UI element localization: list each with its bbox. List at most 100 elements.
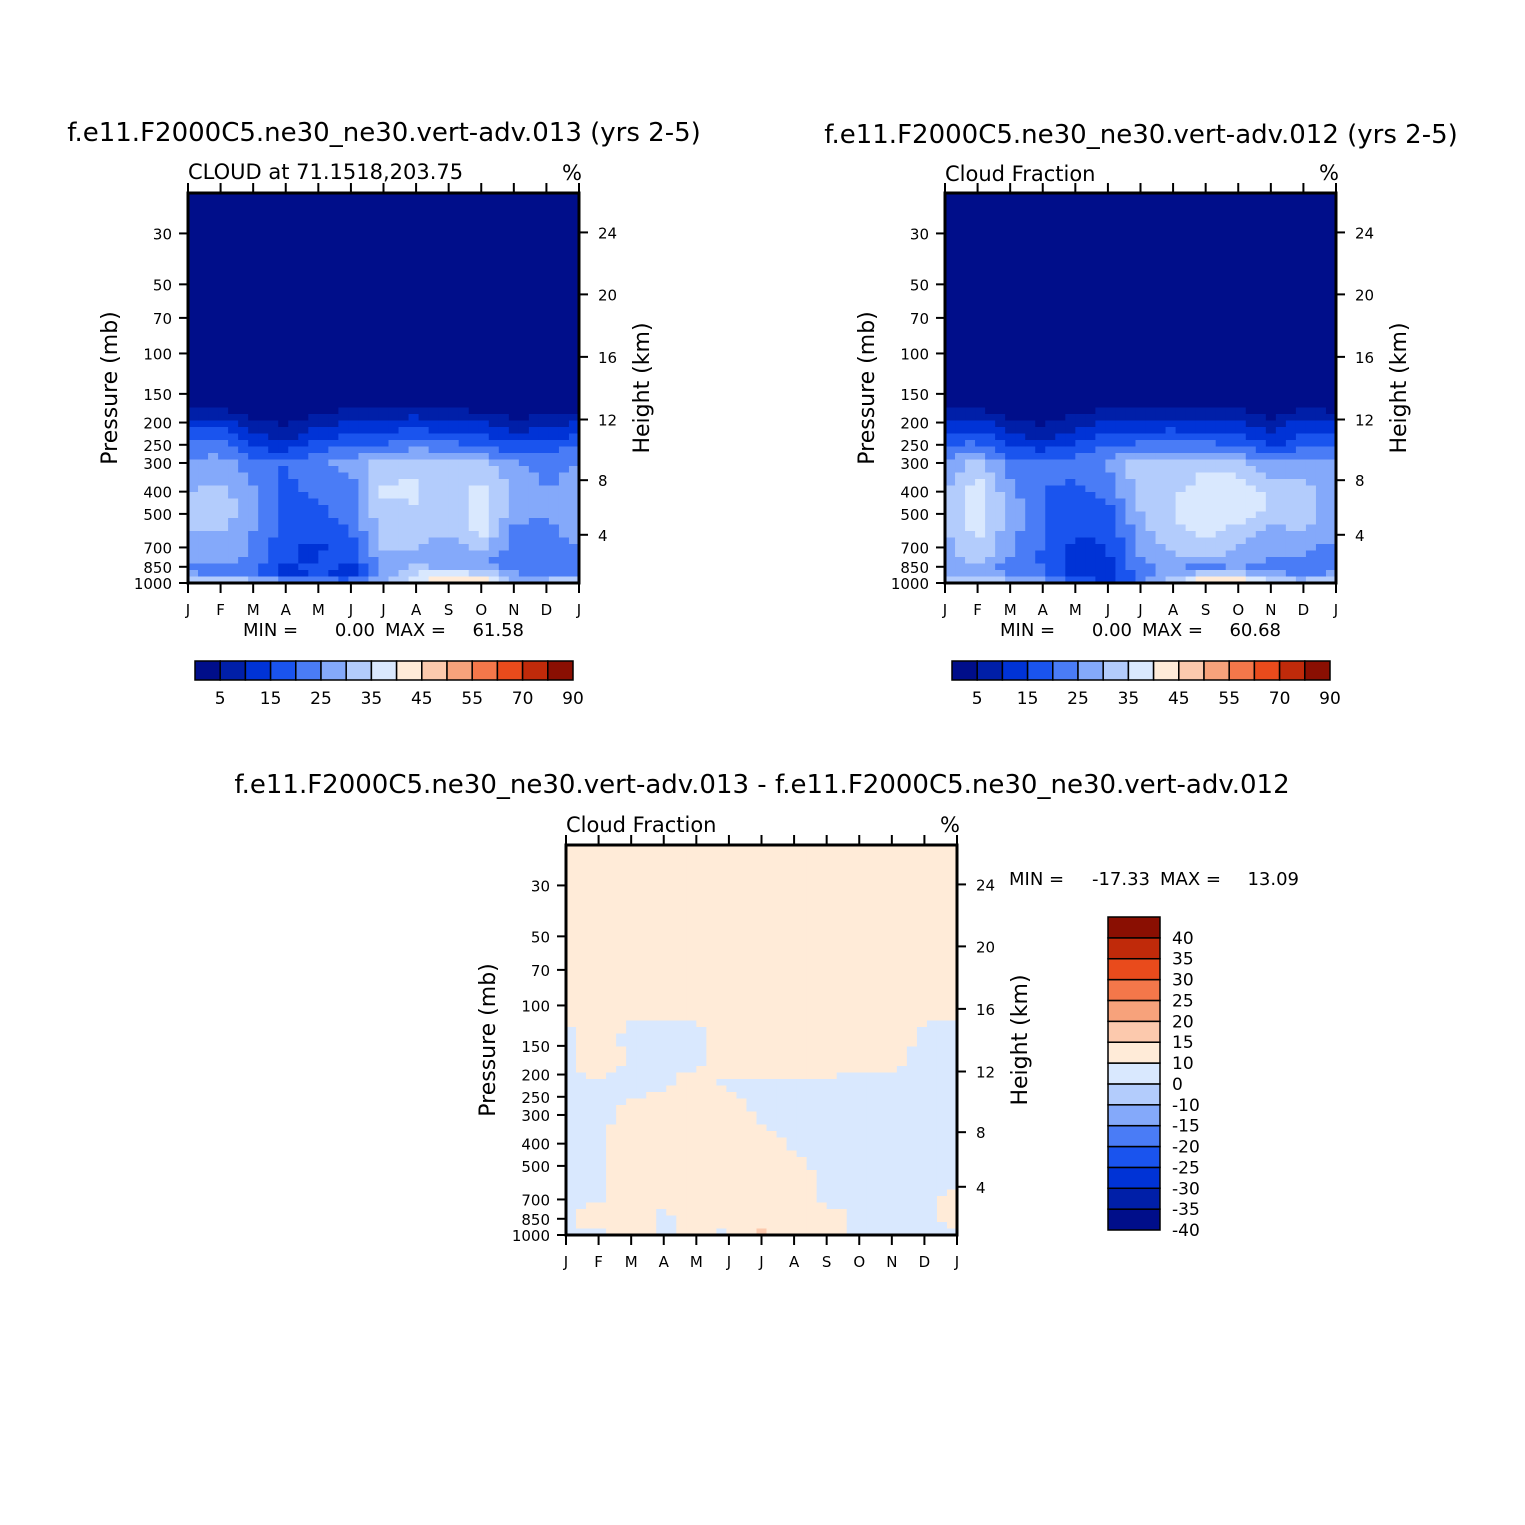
contour-cell	[1015, 453, 1026, 461]
contour-cell	[1135, 570, 1147, 578]
pressure-tick-label: 700	[143, 539, 172, 557]
contour-cell	[955, 297, 966, 305]
contour-cell	[308, 232, 319, 240]
contour-cell	[208, 563, 219, 571]
contour-cell	[258, 368, 269, 376]
contour-cell	[368, 472, 380, 480]
contour-cell	[1245, 557, 1257, 565]
contour-cell	[1255, 511, 1267, 519]
contour-cell	[428, 576, 440, 583]
contour-cell	[1095, 459, 1107, 467]
contour-cell	[1025, 329, 1036, 337]
contour-cell	[328, 349, 339, 357]
contour-cell	[358, 570, 370, 578]
contour-cell	[268, 375, 279, 383]
contour-cell	[1155, 557, 1167, 565]
contour-cell	[478, 290, 490, 298]
contour-cell	[1095, 284, 1107, 292]
contour-cell	[358, 492, 370, 500]
contour-cell	[606, 858, 617, 866]
contour-cell	[1245, 251, 1257, 259]
contour-cell	[258, 401, 269, 409]
contour-cell	[1305, 466, 1317, 474]
contour-cell	[218, 375, 229, 383]
contour-cell	[1145, 303, 1157, 311]
contour-cell	[518, 355, 530, 363]
contour-cell	[288, 420, 299, 428]
contour-cell	[238, 297, 249, 305]
contour-cell	[1135, 394, 1147, 402]
contour-cell	[965, 323, 976, 331]
contour-cell	[298, 570, 309, 578]
contour-cell	[985, 368, 996, 376]
contour-cell	[1225, 401, 1237, 409]
contour-cell	[1195, 544, 1207, 552]
contour-cell	[955, 336, 966, 344]
contour-cell	[975, 232, 986, 240]
panel-2-axes: 3050701001502002503004005007008501000242…	[891, 183, 1374, 619]
contour-cell	[508, 544, 520, 552]
contour-cell	[528, 440, 540, 448]
contour-cell	[1175, 518, 1187, 526]
contour-cell	[1205, 531, 1217, 539]
contour-cell	[1305, 563, 1317, 571]
contour-cell	[208, 427, 219, 435]
height-tick-label: 8	[1355, 472, 1365, 490]
contour-cell	[228, 427, 239, 435]
contour-cell	[1315, 557, 1327, 565]
contour-cell	[1325, 407, 1336, 415]
contour-cell	[1285, 271, 1297, 279]
contour-cell	[1325, 459, 1336, 467]
contour-cell	[1065, 511, 1076, 519]
contour-cell	[528, 297, 540, 305]
contour-cell	[388, 381, 400, 389]
contour-cell	[1315, 446, 1327, 454]
contour-cell	[518, 531, 530, 539]
contour-cell	[308, 225, 319, 233]
contour-cell	[358, 563, 370, 571]
contour-cell	[1185, 407, 1197, 415]
contour-cell	[1125, 375, 1137, 383]
contour-cell	[1285, 355, 1297, 363]
contour-cell	[1325, 284, 1336, 292]
contour-cell	[358, 427, 370, 435]
contour-cell	[1235, 511, 1247, 519]
contour-cell	[498, 518, 510, 526]
contour-cell	[1215, 238, 1227, 246]
contour-cell	[448, 414, 460, 422]
contour-cell	[1065, 225, 1076, 233]
contour-cell	[1015, 550, 1026, 558]
contour-cell	[358, 518, 370, 526]
contour-cell	[1265, 238, 1277, 246]
contour-cell	[995, 479, 1006, 487]
contour-cell	[428, 394, 440, 402]
contour-cell	[278, 505, 289, 513]
contour-cell	[926, 851, 938, 859]
contour-cell	[706, 851, 717, 859]
contour-cell	[1175, 290, 1187, 298]
contour-cell	[538, 485, 550, 493]
contour-cell	[1015, 310, 1026, 318]
contour-cell	[218, 505, 229, 513]
contour-cell	[1115, 323, 1127, 331]
height-tick-label: 8	[598, 472, 608, 490]
contour-cell	[388, 511, 400, 519]
contour-cell	[1175, 576, 1187, 583]
contour-cell	[408, 485, 420, 493]
contour-cell	[398, 466, 410, 474]
contour-cell	[238, 557, 249, 565]
contour-cell	[955, 284, 966, 292]
contour-cell	[248, 368, 259, 376]
contour-cell	[955, 375, 966, 383]
contour-cell	[278, 225, 289, 233]
contour-cell	[1015, 511, 1026, 519]
contour-cell	[278, 511, 289, 519]
contour-cell	[478, 225, 490, 233]
contour-cell	[558, 316, 570, 324]
contour-cell	[288, 277, 299, 285]
contour-cell	[1315, 420, 1327, 428]
contour-cell	[458, 297, 470, 305]
contour-cell	[228, 505, 239, 513]
contour-cell	[1055, 446, 1066, 454]
contour-cell	[448, 316, 460, 324]
